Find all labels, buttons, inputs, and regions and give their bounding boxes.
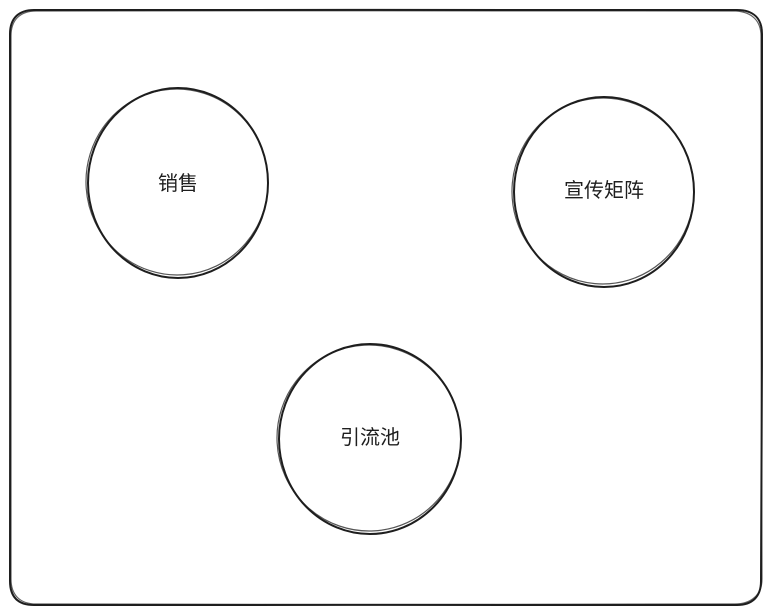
node-sales[interactable]: 销售 — [80, 83, 275, 281]
node-label: 销售 — [158, 171, 198, 195]
node-promo-matrix[interactable]: 宣传矩阵 — [504, 90, 702, 291]
frame — [8, 8, 763, 607]
node-label: 宣传矩阵 — [564, 178, 644, 202]
node-circle-sketch — [276, 344, 462, 532]
node-circle-sketch — [511, 97, 695, 285]
node-label: 引流池 — [340, 425, 400, 449]
node-traffic-pool[interactable]: 引流池 — [272, 340, 465, 535]
node-circle-sketch — [85, 88, 269, 276]
